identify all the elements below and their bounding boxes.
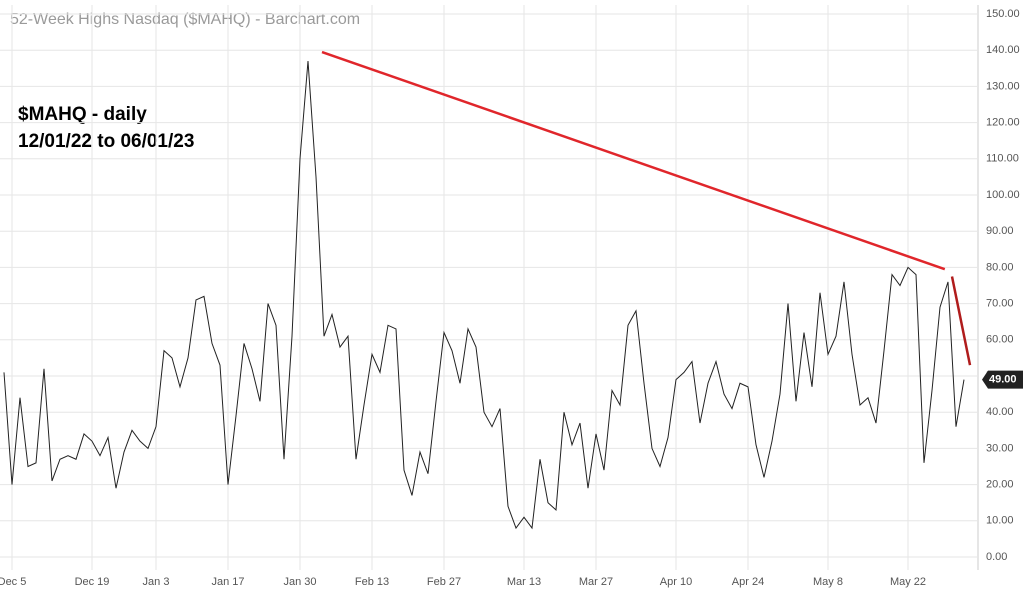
trend-line bbox=[950, 276, 972, 366]
y-tick-label: 0.00 bbox=[986, 551, 1007, 563]
x-tick-label: Mar 27 bbox=[579, 576, 613, 588]
x-tick-label: Jan 17 bbox=[211, 576, 244, 588]
last-value-label: 49.00 bbox=[989, 374, 1017, 386]
y-tick-label: 90.00 bbox=[986, 225, 1014, 237]
y-tick-label: 70.00 bbox=[986, 298, 1014, 310]
x-tick-label: May 22 bbox=[890, 576, 926, 588]
x-tick-label: Apr 24 bbox=[732, 576, 764, 588]
trend-line bbox=[321, 50, 946, 271]
last-value-box bbox=[982, 370, 1023, 389]
annotation: 12/01/22 to 06/01/23 bbox=[18, 131, 194, 152]
annotation: $MAHQ - daily bbox=[18, 104, 147, 125]
y-tick-label: 120.00 bbox=[986, 117, 1020, 129]
x-tick-label: Dec 5 bbox=[0, 576, 26, 588]
y-tick-label: 60.00 bbox=[986, 334, 1014, 346]
y-tick-label: 100.00 bbox=[986, 189, 1020, 201]
x-tick-label: Apr 10 bbox=[660, 576, 692, 588]
y-tick-label: 40.00 bbox=[986, 406, 1014, 418]
y-tick-label: 10.00 bbox=[986, 515, 1014, 527]
x-tick-label: Dec 19 bbox=[75, 576, 110, 588]
y-tick-label: 150.00 bbox=[986, 8, 1020, 20]
x-tick-label: Jan 3 bbox=[143, 576, 170, 588]
y-tick-label: 80.00 bbox=[986, 261, 1014, 273]
y-tick-label: 110.00 bbox=[986, 153, 1019, 165]
chart-title: 52-Week Highs Nasdaq ($MAHQ) - Barchart.… bbox=[10, 11, 360, 28]
y-tick-label: 30.00 bbox=[986, 442, 1014, 454]
data-line bbox=[3, 61, 965, 530]
x-tick-label: Feb 13 bbox=[355, 576, 389, 588]
y-tick-label: 130.00 bbox=[986, 80, 1020, 92]
x-tick-label: May 8 bbox=[813, 576, 843, 588]
x-tick-label: Mar 13 bbox=[507, 576, 541, 588]
y-tick-label: 20.00 bbox=[986, 479, 1014, 491]
x-tick-label: Feb 27 bbox=[427, 576, 461, 588]
x-tick-label: Jan 30 bbox=[283, 576, 316, 588]
y-tick-label: 140.00 bbox=[986, 44, 1020, 56]
